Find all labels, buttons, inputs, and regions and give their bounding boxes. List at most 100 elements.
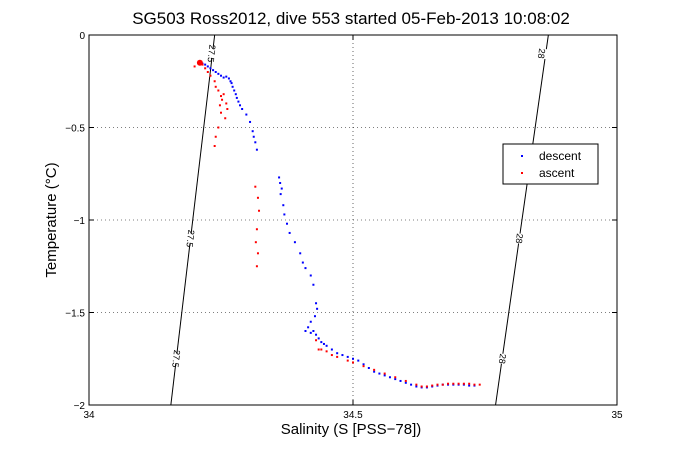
ascent-point [447,382,450,385]
ascent-point [204,67,207,70]
ascent-point [201,63,204,66]
descent-point [394,378,397,381]
descent-point [312,330,315,332]
descent-point [316,307,319,310]
chart-title: SG503 Ross2012, dive 553 started 05-Feb-… [132,9,570,28]
ascent-point [362,365,365,368]
ascent-point [473,383,476,386]
isopycnal-group: 27.5 27.5 27.5 28 28 28 [165,35,553,405]
descent-point [301,261,304,264]
ascent-point [220,95,222,98]
descent-point [309,274,312,277]
descent-point [341,354,344,357]
ascent-point [404,379,407,382]
legend-box [502,143,599,185]
descent-point [309,320,312,323]
ascent-point [352,361,354,364]
descent-point [322,342,325,345]
descent-point [288,231,291,234]
descent-point [209,67,212,70]
descent-point [313,315,316,318]
legend: descent ascent [502,143,599,185]
x-tick-label: 34 [83,410,95,421]
ascent-point [214,135,217,138]
descent-point [286,222,288,225]
ascent-point [221,98,224,101]
descent-point [220,74,222,77]
descent-point [212,69,215,72]
y-axis-label: Temperature (°C) [43,162,60,277]
ascent-point [255,265,258,268]
y-tick-label: −1 [74,216,86,227]
descent-point [245,113,248,116]
descent-point [415,385,418,388]
descent-point [278,176,281,179]
descent-point [279,182,282,184]
ascent-point [217,89,220,92]
y-tick-label: 0 [79,31,85,42]
descent-point [315,333,318,336]
ascent-point [336,355,339,358]
ascent-point [317,348,320,351]
isopycnal-label: 28 [497,353,508,364]
ascent-point [346,359,349,362]
descent-point [312,283,315,286]
ascent-point [431,384,434,387]
legend-marker-descent [521,155,523,157]
descent-point [227,77,230,80]
ascent-point [226,108,229,110]
descent-point [293,241,296,244]
data-points-group [193,59,481,389]
ascent-point [224,117,227,120]
descent-point [410,383,413,386]
descent-point [234,93,237,96]
descent-point [283,213,286,216]
descent-point [252,135,255,138]
descent-point [373,370,376,373]
descent-point [206,65,209,68]
isopycnal-label: 27.5 [170,349,182,368]
y-tick-label: −0.5 [65,124,85,135]
legend-marker-ascent [521,172,523,174]
descent-point [229,80,232,83]
descent-point [383,374,386,377]
descent-point [235,96,238,99]
descent-point [468,384,471,387]
isopycnal-label: 27.5 [205,44,217,63]
ascent-start-marker [196,59,203,66]
ascent-point [213,145,216,147]
ascent-point [373,368,376,371]
descent-point [367,367,370,369]
y-tick-label: −1.5 [65,309,85,320]
descent-point [336,352,339,355]
descent-point [307,326,310,329]
ascent-point [222,93,225,96]
isopycnal-label-bg [179,232,201,245]
ascent-point [415,383,418,386]
isopycnal-label-bg [530,47,553,60]
descent-point [255,148,258,151]
descent-point [315,302,318,305]
isopycnal-label-bg [508,232,530,245]
ascent-point [218,104,221,107]
ascent-point [420,385,423,388]
isopycnal-label: 28 [514,233,525,244]
ascent-point [256,196,259,199]
descent-point [217,72,220,75]
isopycnal-label-bg [491,352,514,366]
descent-point [357,359,360,362]
ascent-point [436,383,439,386]
descent-point [346,355,349,358]
descent-point [388,376,391,379]
ascent-point [320,348,323,351]
descent-point [204,63,207,66]
y-tick-label: −2 [74,401,86,412]
ascent-point [214,85,217,88]
ascent-point [315,339,318,342]
descent-point [230,82,233,85]
descent-point [231,85,234,88]
descent-point [362,363,365,366]
ascent-point [325,350,328,353]
descent-point [404,381,407,384]
